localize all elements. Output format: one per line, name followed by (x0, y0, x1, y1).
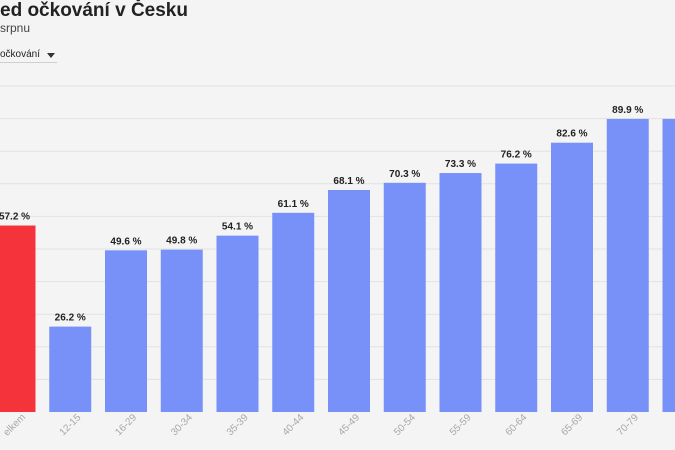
bar (439, 173, 482, 412)
bar (49, 326, 92, 412)
data-label: 54.1 % (222, 222, 253, 233)
x-tick-label: 45-49 (336, 412, 362, 438)
data-label: 49.6 % (110, 236, 141, 247)
chevron-down-icon (47, 53, 55, 58)
data-label: 57.2 % (0, 212, 30, 223)
data-label: 73.3 % (445, 159, 476, 170)
x-tick-label: elkem (1, 412, 28, 439)
chart-subtitle: srpnu (0, 21, 31, 35)
bar (160, 249, 203, 412)
x-tick-label: 12-15 (58, 412, 84, 438)
data-label: 26.2 % (55, 313, 86, 324)
bar (216, 235, 259, 412)
data-label: 82.6 % (556, 129, 587, 140)
bar (105, 250, 147, 412)
bar (551, 142, 593, 412)
x-tick-label: 55-59 (448, 412, 474, 438)
bar (272, 212, 315, 412)
x-tick-label: 35-39 (225, 412, 251, 438)
x-tick-label: 60-64 (504, 412, 530, 438)
x-tick-label: 70-79 (615, 412, 641, 438)
x-tick-label: 65-69 (559, 412, 585, 438)
bar (0, 225, 36, 412)
dropdown-selected-value: očkování (0, 49, 41, 60)
chart-title: ed očkování v Česku (0, 0, 188, 21)
x-tick-label: 50-54 (392, 412, 418, 438)
bar (606, 118, 649, 413)
bar (495, 163, 538, 412)
bar (662, 118, 675, 413)
bar (383, 182, 426, 412)
x-tick-label: 40-44 (281, 412, 307, 438)
data-label: 49.8 % (166, 236, 197, 247)
data-label: 76.2 % (501, 150, 532, 161)
data-label: 70.3 % (389, 169, 420, 180)
data-label: 89.9 % (612, 105, 643, 116)
bar (328, 189, 370, 412)
data-label: 61.1 % (278, 199, 309, 210)
x-tick-label: 30-34 (169, 412, 195, 438)
x-tick-label: 16-29 (113, 412, 139, 438)
data-label: 68.1 % (333, 176, 364, 187)
metric-dropdown[interactable]: očkování (0, 45, 57, 63)
